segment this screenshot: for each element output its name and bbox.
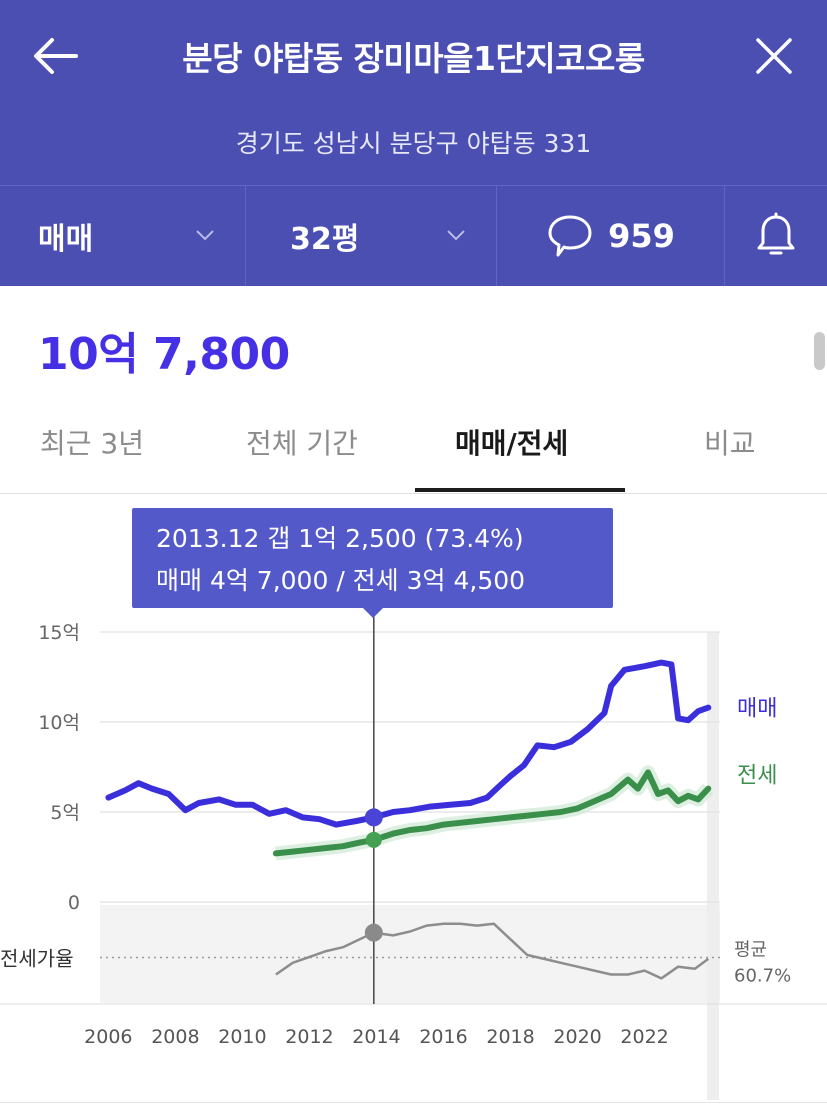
trade-type-select[interactable]: 매매 bbox=[0, 186, 246, 286]
divider bbox=[0, 1102, 827, 1103]
jeonse-series-label: 전세 bbox=[737, 764, 777, 789]
x-tick-label: 2006 bbox=[84, 1026, 132, 1048]
app-header: 분당 야탑동 장미마을1단지코오롱 경기도 성남시 분당구 야탑동 331 bbox=[0, 0, 827, 185]
chart-tooltip: 2013.12 갭 1억 2,500 (73.4%) 매매 4억 7,000 /… bbox=[132, 508, 613, 618]
filter-bar: 매매 32평 959 bbox=[0, 185, 827, 286]
x-tick-label: 2018 bbox=[486, 1026, 534, 1048]
tab-recent-3-years[interactable]: 최근 3년 bbox=[40, 427, 144, 460]
tab-compare[interactable]: 비교 bbox=[704, 427, 756, 460]
tab-all-period[interactable]: 전체 기간 bbox=[246, 427, 358, 460]
sale-series-label: 매매 bbox=[737, 697, 777, 722]
size-label: 32평 bbox=[290, 222, 360, 257]
price-chart[interactable]: 15억 10억 5억 0 전세가율 평균 60.7% 2006 2008 2010 2012 2014… bbox=[0, 494, 827, 1120]
scrollbar-thumb[interactable] bbox=[814, 332, 825, 370]
tooltip-arrow bbox=[363, 608, 383, 618]
current-price: 10억 7,800 bbox=[38, 329, 290, 380]
y-tick-label: 10억 bbox=[38, 712, 80, 734]
tooltip-price-line: 매매 4억 7,000 / 전세 3억 4,500 bbox=[156, 566, 526, 595]
x-tick-label: 2020 bbox=[553, 1026, 601, 1048]
jeonse-cursor-marker bbox=[365, 831, 382, 848]
x-tick-label: 2012 bbox=[285, 1026, 333, 1048]
chevron-down-icon bbox=[196, 230, 214, 241]
comments-button[interactable]: 959 bbox=[497, 186, 725, 286]
size-select[interactable]: 32평 bbox=[246, 186, 497, 286]
ratio-cursor-marker bbox=[364, 923, 383, 942]
chart-right-band bbox=[707, 632, 719, 1100]
trade-type-label: 매매 bbox=[38, 222, 94, 257]
address-text: 경기도 성남시 분당구 야탑동 331 bbox=[235, 129, 592, 158]
close-icon[interactable] bbox=[752, 34, 796, 78]
ratio-average-title: 평균 bbox=[734, 940, 767, 961]
sale-cursor-marker bbox=[364, 808, 383, 827]
bell-icon bbox=[757, 212, 795, 255]
tooltip-gap-line: 2013.12 갭 1억 2,500 (73.4%) bbox=[156, 524, 524, 553]
back-arrow-icon[interactable] bbox=[30, 34, 80, 78]
x-tick-label: 2016 bbox=[419, 1026, 467, 1048]
comment-count: 959 bbox=[608, 217, 675, 255]
ratio-label: 전세가율 bbox=[0, 947, 74, 971]
alarm-button[interactable] bbox=[725, 186, 827, 286]
chart-tabs: 최근 3년 전체 기간 매매/전세 비교 bbox=[0, 400, 827, 494]
page-title: 분당 야탑동 장미마을1단지코오롱 bbox=[182, 39, 645, 78]
x-tick-label: 2010 bbox=[218, 1026, 266, 1048]
speech-bubble-icon bbox=[548, 215, 592, 257]
active-tab-indicator bbox=[415, 488, 625, 492]
y-tick-label: 5억 bbox=[50, 802, 80, 824]
ratio-panel-bg bbox=[100, 905, 720, 1003]
x-tick-label: 2014 bbox=[352, 1026, 400, 1048]
ratio-line bbox=[275, 922, 710, 980]
y-tick-label: 15억 bbox=[38, 622, 80, 644]
jeonse-line bbox=[272, 769, 712, 857]
x-tick-label: 2022 bbox=[620, 1026, 668, 1048]
y-tick-label: 0 bbox=[68, 892, 80, 914]
ratio-average-value: 60.7% bbox=[734, 966, 791, 987]
chevron-down-icon bbox=[447, 230, 465, 241]
x-tick-label: 2008 bbox=[151, 1026, 199, 1048]
tab-sale-jeonse[interactable]: 매매/전세 bbox=[455, 427, 569, 460]
sale-line bbox=[105, 659, 712, 828]
